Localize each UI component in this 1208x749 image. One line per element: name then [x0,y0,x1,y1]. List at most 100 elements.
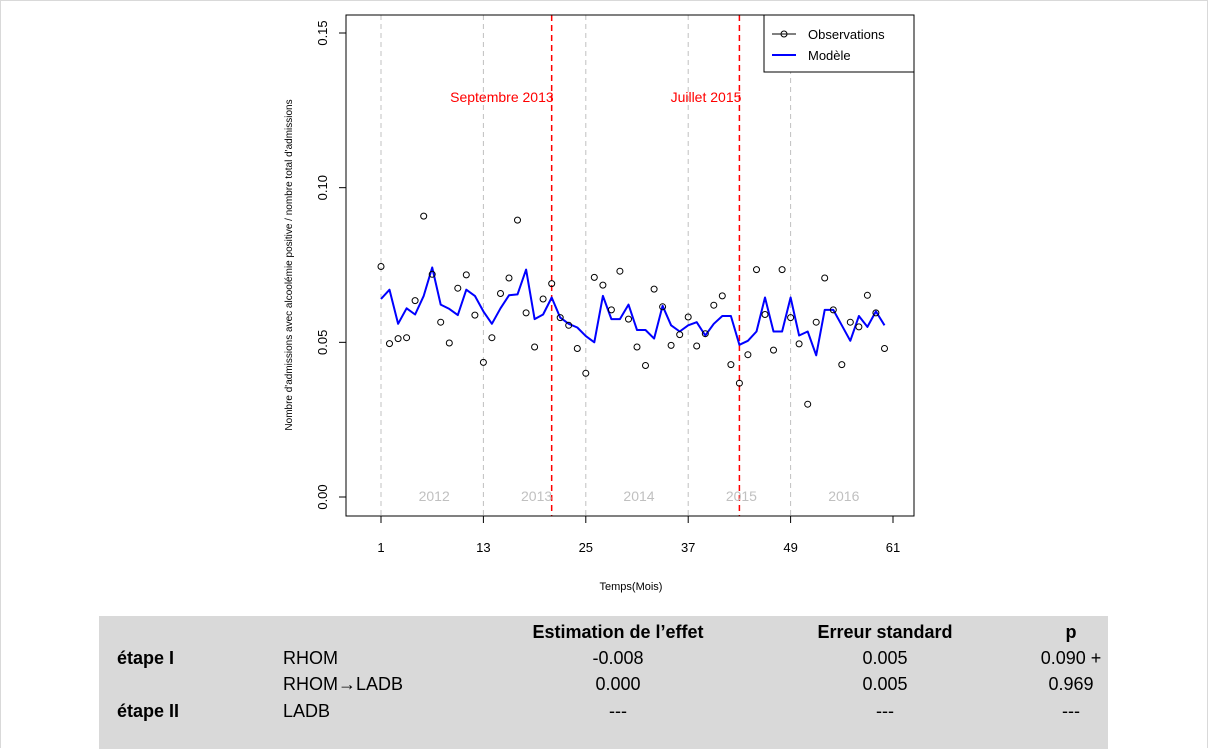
observation-point-53 [821,274,829,282]
observation-point-28 [607,306,615,314]
table-header-stderr: Erreur standard [817,622,953,642]
table-stderr-2: 0.005 [862,674,908,694]
observation-point-56 [846,318,854,326]
observation-point-36 [676,331,684,339]
intervention-lines [550,15,741,516]
observation-point-55 [838,361,846,369]
observation-point-12 [471,311,479,319]
observation-point-58 [863,291,871,299]
observation-series [377,212,888,408]
year-label-2012: 2012 [419,488,450,504]
table-stderr-3: --- [876,701,894,721]
observation-point-45 [753,266,760,274]
observation-point-43 [735,379,743,387]
observation-point-41 [718,292,726,300]
observation-point-49 [787,314,795,322]
observation-point-5 [411,297,419,305]
observation-point-50 [795,340,803,348]
observation-point-31 [633,343,641,351]
observation-point-16 [505,274,513,282]
y-axis: 0.00 0.05 0.10 0.15 [315,20,347,510]
observation-point-35 [667,341,675,349]
table-estimate-2: 0.000 [595,674,641,694]
observation-point-17 [514,216,521,224]
x-axis-label: Temps(Mois) [600,581,663,593]
table-term-1: RHOM [283,648,338,668]
table-stderr-1: 0.005 [862,648,908,668]
table-stage-3: étape II [117,701,180,721]
observation-point-40 [710,301,718,309]
observation-point-29 [616,267,624,275]
observation-point-37 [684,313,692,321]
legend-observations-label: Observations [808,27,885,42]
observation-point-10 [454,284,462,292]
table-term-3: LADB [283,701,331,721]
x-tick-label-25: 25 [579,540,593,555]
observation-point-30 [625,315,632,323]
x-tick-label-1: 1 [377,540,384,555]
observation-point-54 [829,306,837,314]
model-line [380,266,886,357]
observation-point-4 [403,334,411,342]
table-term-2: RHOM→LADB [283,674,404,694]
y-axis-label: Nombre d'admissions avec alcoolémie posi… [284,99,295,430]
observation-point-47 [770,346,777,354]
observation-point-2 [386,340,393,348]
observation-point-39 [701,330,709,338]
observation-point-11 [462,271,470,279]
observation-point-52 [812,318,820,326]
observation-point-21 [548,280,556,288]
observation-point-13 [479,358,487,366]
year-boundary-lines [380,15,792,516]
x-tick-label-49: 49 [783,540,797,555]
observation-point-20 [539,295,547,303]
observation-point-34 [659,303,667,311]
observation-point-9 [445,339,453,347]
effect-estimates-table: Estimation de l’effet Erreur standard p … [99,616,1108,749]
observation-point-59 [872,309,880,317]
year-label-2016: 2016 [828,488,859,504]
observation-point-44 [744,351,752,359]
observation-point-25 [582,369,590,377]
time-series-chart: 2012 2013 2014 2015 2016 Septembre 2013 Juill… [284,14,915,593]
observation-point-23 [565,321,573,329]
observation-point-26 [590,273,598,281]
x-axis: 1 13 25 37 49 61 [377,515,900,555]
intervention-labels: Septembre 2013 Juillet 2015 [450,89,741,105]
observation-point-1 [377,263,385,270]
table-p-2: 0.969 [1048,674,1094,694]
observation-point-22 [556,314,564,322]
plot-area-border [345,14,915,517]
observation-point-15 [497,290,504,297]
table-estimate-3: --- [609,701,627,721]
observation-point-33 [650,285,658,293]
observation-point-8 [437,318,445,326]
x-tick-label-61: 61 [886,540,900,555]
y-tick-label-0.05: 0.05 [315,330,330,355]
model-series [380,266,886,357]
legend-model-label: Modèle [808,48,851,63]
observation-point-46 [761,311,769,318]
legend-box [763,14,915,73]
observation-point-57 [855,323,863,331]
table-estimate-1: -0.008 [592,648,644,668]
observation-point-42 [727,361,735,369]
year-label-2015: 2015 [726,488,757,504]
intervention-label-1: Juillet 2015 [671,89,742,105]
table-header-p: p [1065,622,1077,642]
intervention-label-0: Septembre 2013 [450,89,554,105]
table-p-3: --- [1062,701,1080,721]
year-labels: 2012 2013 2014 2015 2016 [419,488,860,504]
table-p-1: 0.090 + [1040,648,1102,668]
observation-point-32 [642,362,649,369]
observation-point-3 [394,335,402,343]
observation-point-14 [488,334,496,342]
y-tick-label-0.15: 0.15 [315,20,330,45]
observation-point-27 [599,281,607,289]
y-tick-label-0.10: 0.10 [315,175,330,200]
y-tick-label-0.00: 0.00 [315,484,330,509]
observation-point-48 [778,266,786,274]
x-tick-label-13: 13 [476,540,490,555]
table-header-estimate: Estimation de l’effet [532,622,704,642]
observation-point-24 [573,345,581,352]
